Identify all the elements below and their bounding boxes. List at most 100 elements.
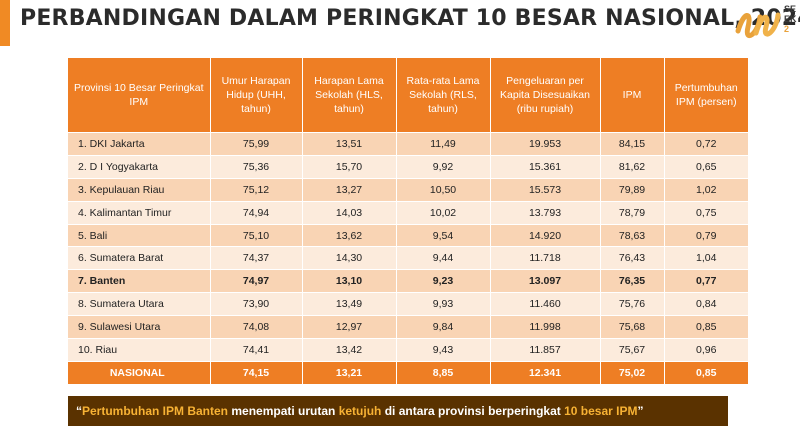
table-row: 5. Bali 75,10 13,62 9,54 14.920 78,63 0,… [68, 223, 748, 247]
pengeluaran-cell: 11.998 [490, 315, 601, 339]
pertumbuhan-cell: 0,79 [664, 223, 748, 247]
logo: SE EK 2 [734, 2, 800, 42]
province-cell: 8. Sumatera Utara [68, 292, 211, 316]
ipm-cell: 76,43 [600, 246, 665, 270]
pertumbuhan-cell: 0,96 [664, 338, 748, 362]
rls-cell: 9,44 [396, 246, 491, 270]
hls-cell: 13,21 [302, 360, 397, 384]
ipm-cell: 75,02 [600, 360, 665, 384]
pengeluaran-cell: 15.361 [490, 154, 601, 179]
hls-cell: 13,42 [302, 338, 397, 362]
table-header-row: Provinsi 10 Besar Peringkat IPM Umur Har… [68, 58, 748, 133]
rls-cell: 11,49 [396, 132, 491, 156]
table-row: 4. Kalimantan Timur 74,94 14,03 10,02 13… [68, 200, 748, 225]
table-row-highlighted: 7. Banten 74,97 13,10 9,23 13.097 76,35 … [68, 269, 748, 293]
table-total-row: NASIONAL 74,15 13,21 8,85 12.341 75,02 0… [68, 360, 748, 384]
ipm-comparison-table: Provinsi 10 Besar Peringkat IPM Umur Har… [68, 58, 748, 384]
pengeluaran-cell: 12.341 [490, 360, 601, 384]
pengeluaran-cell: 11.460 [490, 292, 601, 316]
pengeluaran-cell: 13.097 [490, 269, 601, 293]
pengeluaran-cell: 13.793 [490, 200, 601, 225]
pertumbuhan-cell: 0,75 [664, 200, 748, 225]
province-cell: NASIONAL [68, 360, 211, 384]
province-cell: 4. Kalimantan Timur [68, 200, 211, 225]
uhh-cell: 74,97 [210, 269, 303, 293]
page-title: PERBANDINGAN DALAM PERINGKAT 10 BESAR NA… [20, 6, 800, 31]
table-row: 8. Sumatera Utara 73,90 13,49 9,93 11.46… [68, 292, 748, 316]
quote-close-mark: ” [637, 404, 644, 418]
table-row: 10. Riau 74,41 13,42 9,43 11.857 75,67 0… [68, 338, 748, 362]
hls-cell: 13,49 [302, 292, 397, 316]
province-cell: 7. Banten [68, 269, 211, 293]
pengeluaran-cell: 19.953 [490, 132, 601, 156]
pertumbuhan-cell: 1,04 [664, 246, 748, 270]
uhh-cell: 75,10 [210, 223, 303, 247]
hls-cell: 13,62 [302, 223, 397, 247]
ipm-cell: 75,67 [600, 338, 665, 362]
ipm-cell: 75,68 [600, 315, 665, 339]
ipm-cell: 84,15 [600, 132, 665, 156]
hls-cell: 13,27 [302, 177, 397, 202]
pertumbuhan-cell: 0,65 [664, 154, 748, 179]
rls-cell: 8,85 [396, 360, 491, 384]
hls-cell: 12,97 [302, 315, 397, 339]
rls-cell: 9,84 [396, 315, 491, 339]
province-cell: 5. Bali [68, 223, 211, 247]
table-row: 6. Sumatera Barat 74,37 14,30 9,44 11.71… [68, 246, 748, 270]
rls-cell: 9,54 [396, 223, 491, 247]
pengeluaran-cell: 15.573 [490, 177, 601, 202]
ipm-cell: 76,35 [600, 269, 665, 293]
uhh-cell: 75,12 [210, 177, 303, 202]
ipm-cell: 79,89 [600, 177, 665, 202]
table-row: 3. Kepulauan Riau 75,12 13,27 10,50 15.5… [68, 177, 748, 202]
hls-cell: 15,70 [302, 154, 397, 179]
quote-text: di antara provinsi berperingkat [381, 404, 565, 418]
table-row: 2. D I Yogyakarta 75,36 15,70 9,92 15.36… [68, 154, 748, 179]
rls-cell: 9,92 [396, 154, 491, 179]
header-uhh: Umur Harapan Hidup (UHH, tahun) [210, 58, 303, 133]
header-provinsi: Provinsi 10 Besar Peringkat IPM [68, 58, 211, 133]
pertumbuhan-cell: 0,84 [664, 292, 748, 316]
quote-highlight-rank: ketujuh [338, 404, 382, 418]
province-cell: 6. Sumatera Barat [68, 246, 211, 270]
province-cell: 3. Kepulauan Riau [68, 177, 211, 202]
quote-highlight-subject: Pertumbuhan IPM Banten [82, 404, 229, 418]
pengeluaran-cell: 11.857 [490, 338, 601, 362]
uhh-cell: 75,36 [210, 154, 303, 179]
header-hls: Harapan Lama Sekolah (HLS, tahun) [302, 58, 397, 133]
rls-cell: 9,23 [396, 269, 491, 293]
rls-cell: 10,02 [396, 200, 491, 225]
ribbon-logo-icon [735, 12, 781, 39]
rls-cell: 10,50 [396, 177, 491, 202]
quote-open-mark: “ [76, 404, 82, 418]
pertumbuhan-cell: 0,77 [664, 269, 748, 293]
title-accent-bar [0, 0, 10, 46]
province-cell: 9. Sulawesi Utara [68, 315, 211, 339]
hls-cell: 13,51 [302, 132, 397, 156]
header-pengeluaran: Pengeluaran per Kapita Disesuaikan (ribu… [490, 58, 601, 133]
hls-cell: 14,30 [302, 246, 397, 270]
header-ipm: IPM [600, 58, 665, 133]
table-row: 1. DKI Jakarta 75,99 13,51 11,49 19.953 … [68, 132, 748, 156]
uhh-cell: 74,41 [210, 338, 303, 362]
province-cell: 2. D I Yogyakarta [68, 154, 211, 179]
pertumbuhan-cell: 0,85 [664, 360, 748, 384]
ipm-cell: 75,76 [600, 292, 665, 316]
uhh-cell: 74,15 [210, 360, 303, 384]
ipm-cell: 78,63 [600, 223, 665, 247]
uhh-cell: 75,99 [210, 132, 303, 156]
quote-highlight-group: 10 besar IPM [564, 404, 638, 418]
rls-cell: 9,93 [396, 292, 491, 316]
logo-text: SE EK 2 [784, 4, 797, 34]
quote-text: menempati urutan [228, 404, 339, 418]
rls-cell: 9,43 [396, 338, 491, 362]
hls-cell: 14,03 [302, 200, 397, 225]
header-rls: Rata-rata Lama Sekolah (RLS, tahun) [396, 58, 491, 133]
pertumbuhan-cell: 0,72 [664, 132, 748, 156]
uhh-cell: 74,37 [210, 246, 303, 270]
summary-banner: “Pertumbuhan IPM Banten menempati urutan… [68, 396, 728, 426]
table-row: 9. Sulawesi Utara 74,08 12,97 9,84 11.99… [68, 315, 748, 339]
header-pertumbuhan: Pertumbuhan IPM (persen) [664, 58, 748, 133]
pengeluaran-cell: 11.718 [490, 246, 601, 270]
ipm-cell: 78,79 [600, 200, 665, 225]
